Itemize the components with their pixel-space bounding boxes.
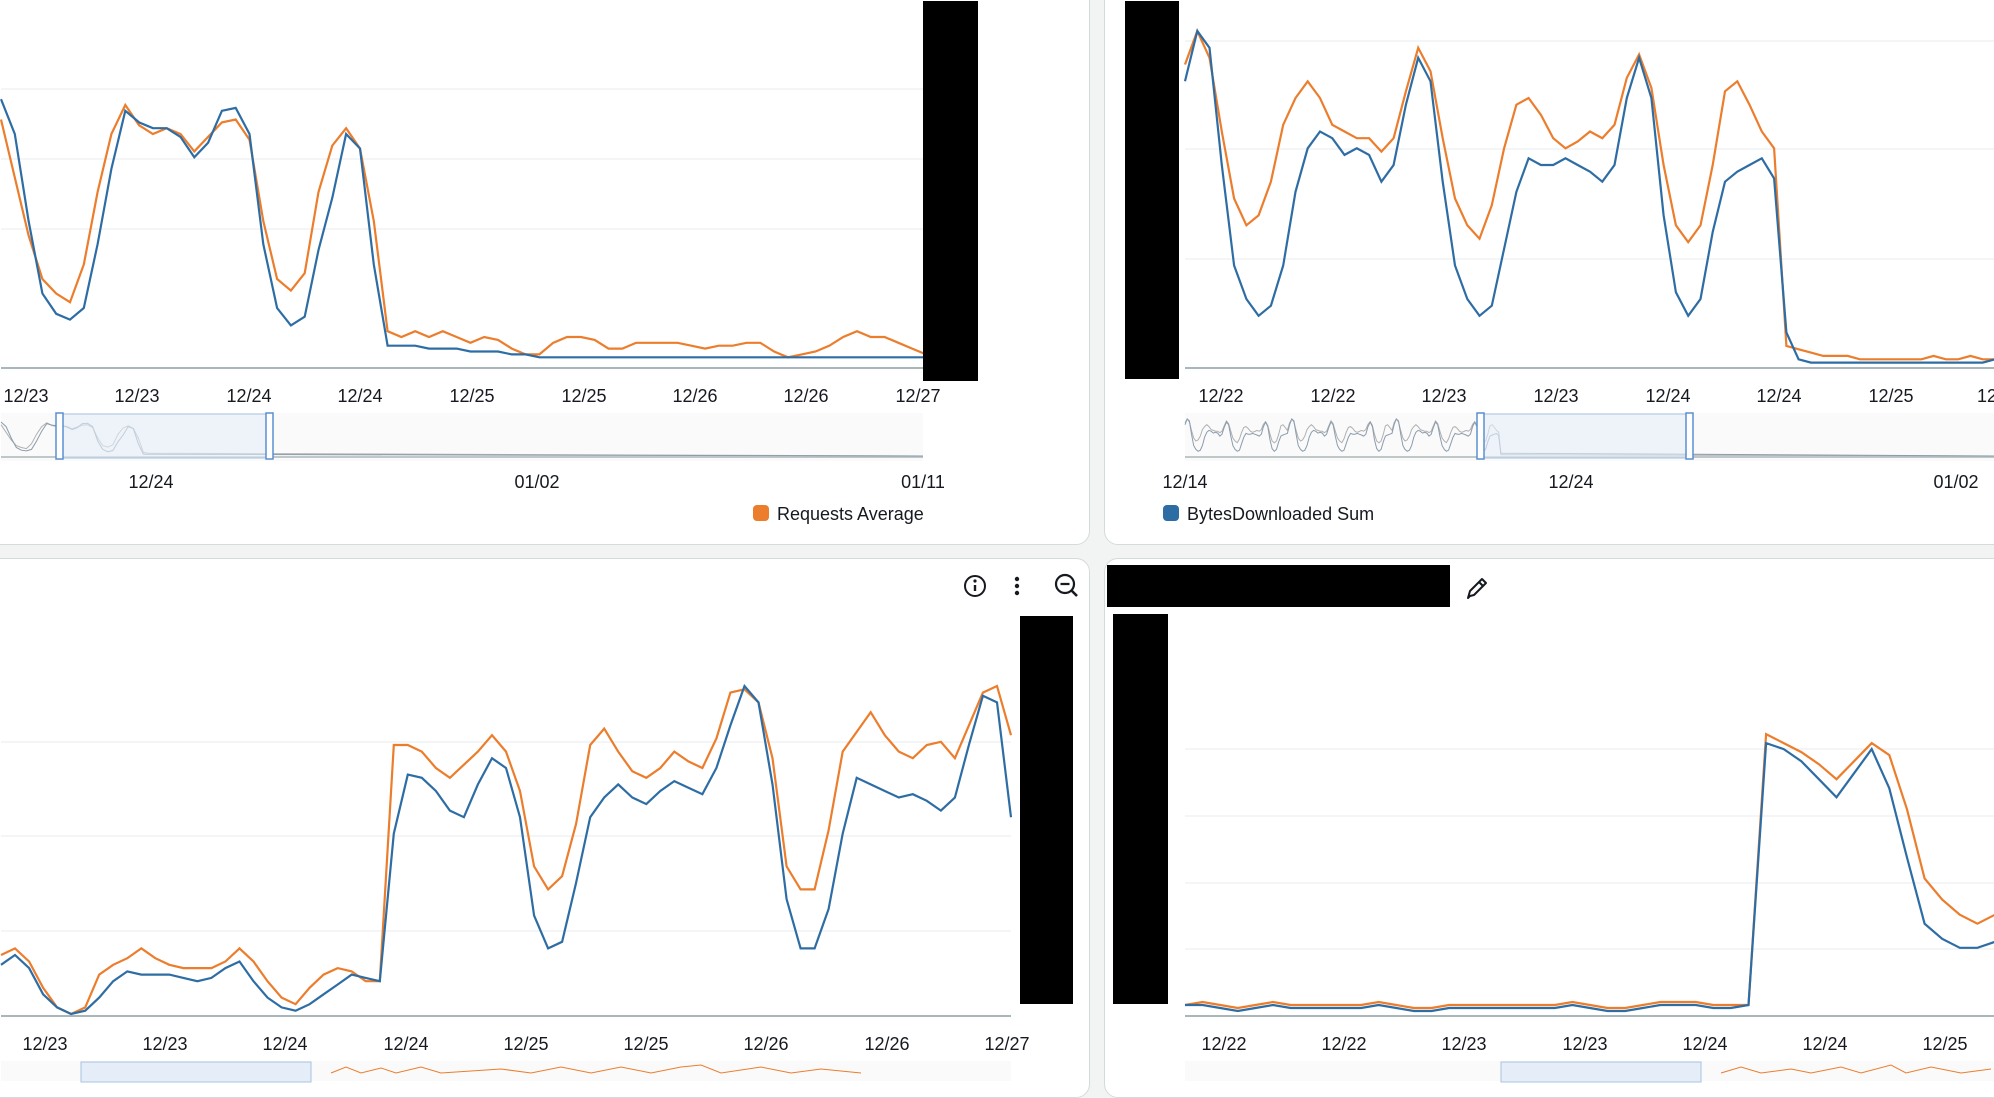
navigator-line-blue [1184,418,1994,457]
chart-requests-average: 12/23 12/23 12/24 12/24 12/25 12/25 12/2… [0,1,978,524]
x-tick-label: 12/26 [783,386,828,406]
widget-requests-average: 12/23 12/23 12/24 12/24 12/25 12/25 12/2… [0,0,1090,545]
redacted-area [1125,1,1179,379]
navigator-handle-left[interactable] [1476,412,1485,460]
x-tick-label: 12/26 [743,1034,788,1054]
x-tick-label: 12/25 [503,1034,548,1054]
navigator-line-orange [330,1064,862,1074]
navigator-tick-label: 01/11 [901,472,945,492]
series-line-requests-average-blue [0,98,926,359]
x-tick-label: 12/25 [449,386,494,406]
x-tick-label: 12/27 [984,1034,1029,1054]
info-icon[interactable] [964,575,986,597]
navigator-tick-label: 01/02 [1933,472,1978,492]
navigator-selection[interactable] [1479,413,1691,459]
x-tick-label: 12/22 [1198,386,1243,406]
x-tick-label: 12/22 [1201,1034,1246,1054]
series-line-orange [1184,732,1994,1010]
x-tick-label: 12/25 [1868,386,1913,406]
series-line-bytes-blue [1183,28,1994,364]
x-tick-label: 12/25 [623,1034,668,1054]
x-tick-label: 12/23 [3,386,48,406]
legend-swatch-blue[interactable] [1163,505,1179,521]
navigator-tick-label: 01/02 [514,472,559,492]
x-tick-label: 12/22 [1321,1034,1366,1054]
series-line-bytes-orange [1183,28,1994,361]
edit-icon[interactable] [1467,578,1487,599]
zoom-out-icon[interactable] [1054,573,1078,597]
x-tick-label: 12/24 [1802,1034,1847,1054]
x-tick-label: 12/25 [1922,1034,1967,1054]
navigator-handle-left[interactable] [55,412,64,460]
redacted-title [1107,565,1450,607]
redacted-area [1113,614,1168,1004]
series-line-requests-average-orange [0,102,927,359]
x-tick-label: 12/27 [895,386,940,406]
chart-bottom-right: 12/22 12/22 12/23 12/23 12/24 12/24 12/2… [1107,565,1994,1083]
navigator-selection[interactable] [58,413,272,459]
navigator-tick-label: 12/24 [1548,472,1593,492]
redacted-area [923,1,978,381]
x-tick-label: 12/26 [864,1034,909,1054]
series-line-blue [1185,741,1994,1013]
x-tick-label: 12 [1977,386,1994,406]
chart-bottom-left: 12/23 12/23 12/24 12/24 12/25 12/25 12/2… [0,573,1078,1083]
legend-swatch-orange[interactable] [753,505,769,521]
navigator-selection[interactable] [80,1061,312,1083]
x-tick-label: 12/24 [383,1034,428,1054]
chart-bytes-downloaded: 12/22 12/22 12/23 12/23 12/24 12/24 12/2… [1125,1,1994,524]
x-tick-label: 12/24 [226,386,271,406]
x-tick-label: 12/23 [142,1034,187,1054]
x-tick-label: 12/25 [561,386,606,406]
x-tick-label: 12/26 [672,386,717,406]
navigator-tick-label: 12/24 [128,472,173,492]
widget-bottom-right-chart: 12/22 12/22 12/23 12/23 12/24 12/24 12/2… [1104,558,1994,1098]
x-tick-label: 12/24 [1645,386,1690,406]
more-options-icon[interactable] [1014,576,1020,596]
x-tick-label: 12/23 [1562,1034,1607,1054]
redacted-area [1020,616,1073,1004]
navigator-selection[interactable] [1500,1061,1702,1083]
x-tick-label: 12/22 [1310,386,1355,406]
widget-bytes-downloaded: 12/22 12/22 12/23 12/23 12/24 12/24 12/2… [1104,0,1994,545]
x-tick-label: 12/23 [22,1034,67,1054]
x-tick-label: 12/23 [1441,1034,1486,1054]
widget-bottom-left-chart: 12/23 12/23 12/24 12/24 12/25 12/25 12/2… [0,558,1090,1098]
series-line-orange [0,684,1013,1016]
x-tick-label: 12/24 [337,386,382,406]
navigator-handle-right[interactable] [1685,412,1694,460]
x-tick-label: 12/24 [1682,1034,1727,1054]
navigator-tick-label: 12/14 [1162,472,1207,492]
x-tick-label: 12/23 [114,386,159,406]
x-tick-label: 12/24 [262,1034,307,1054]
legend-label[interactable]: BytesDownloaded Sum [1187,504,1374,524]
x-tick-label: 12/24 [1756,386,1801,406]
x-tick-label: 12/23 [1533,386,1578,406]
x-tick-label: 12/23 [1421,386,1466,406]
navigator-handle-right[interactable] [265,412,274,460]
navigator-line-orange [1184,418,1994,457]
series-line-blue [0,683,1013,1016]
legend-label[interactable]: Requests Average [777,504,924,524]
